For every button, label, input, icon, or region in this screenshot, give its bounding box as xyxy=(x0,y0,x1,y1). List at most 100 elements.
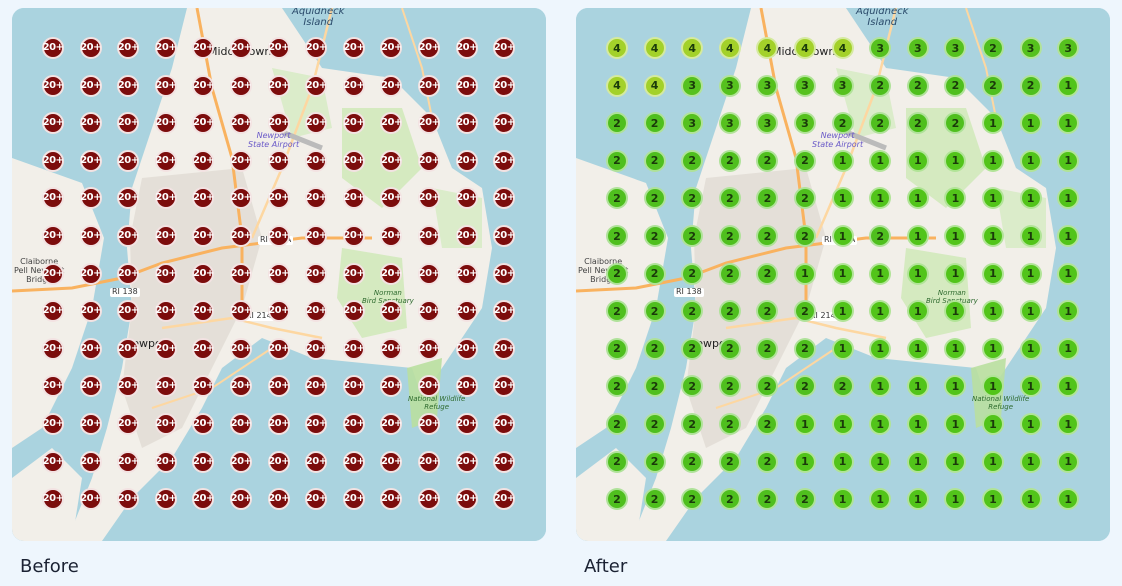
cluster-marker[interactable]: 3 xyxy=(681,74,704,97)
cluster-marker[interactable]: 20+ xyxy=(342,375,365,398)
cluster-marker[interactable]: 20+ xyxy=(267,149,290,172)
cluster-marker[interactable]: 1 xyxy=(1019,300,1042,323)
cluster-marker[interactable]: 2 xyxy=(643,262,666,285)
cluster-marker[interactable]: 20+ xyxy=(380,488,403,511)
cluster-marker[interactable]: 2 xyxy=(756,262,779,285)
cluster-marker[interactable]: 3 xyxy=(906,37,929,59)
cluster-marker[interactable]: 1 xyxy=(906,300,929,323)
cluster-marker[interactable]: 1 xyxy=(906,337,929,360)
cluster-marker[interactable]: 1 xyxy=(869,149,892,172)
cluster-marker[interactable]: 1 xyxy=(869,337,892,360)
cluster-marker[interactable]: 1 xyxy=(1019,262,1042,285)
cluster-marker[interactable]: 20+ xyxy=(192,225,215,247)
cluster-marker[interactable]: 2 xyxy=(606,112,628,135)
cluster-marker[interactable]: 20+ xyxy=(267,74,290,97)
cluster-marker[interactable]: 20+ xyxy=(230,337,252,360)
cluster-marker[interactable]: 20+ xyxy=(493,37,516,59)
cluster-marker[interactable]: 1 xyxy=(869,488,892,511)
cluster-marker[interactable]: 20+ xyxy=(267,300,290,323)
cluster-marker[interactable]: 2 xyxy=(643,375,666,398)
cluster-marker[interactable]: 3 xyxy=(794,74,816,97)
cluster-marker[interactable]: 20+ xyxy=(493,187,516,210)
cluster-marker[interactable]: 1 xyxy=(831,337,854,360)
cluster-marker[interactable]: 2 xyxy=(944,112,967,135)
cluster-marker[interactable]: 1 xyxy=(982,112,1004,135)
cluster-marker[interactable]: 4 xyxy=(681,37,704,59)
cluster-marker[interactable]: 2 xyxy=(643,149,666,172)
cluster-marker[interactable]: 20+ xyxy=(455,74,478,97)
cluster-marker[interactable]: 20+ xyxy=(493,74,516,97)
cluster-marker[interactable]: 1 xyxy=(906,375,929,398)
cluster-marker[interactable]: 20+ xyxy=(42,375,64,398)
cluster-marker[interactable]: 20+ xyxy=(117,225,140,247)
cluster-marker[interactable]: 1 xyxy=(944,450,967,473)
cluster-marker[interactable]: 20+ xyxy=(305,262,328,285)
cluster-marker[interactable]: 1 xyxy=(982,337,1004,360)
cluster-marker[interactable]: 20+ xyxy=(380,37,403,59)
cluster-marker[interactable]: 2 xyxy=(643,413,666,435)
cluster-marker[interactable]: 20+ xyxy=(380,375,403,398)
cluster-marker[interactable]: 3 xyxy=(718,112,741,135)
cluster-marker[interactable]: 2 xyxy=(756,187,779,210)
cluster-marker[interactable]: 20+ xyxy=(455,450,478,473)
cluster-marker[interactable]: 1 xyxy=(906,262,929,285)
cluster-marker[interactable]: 20+ xyxy=(117,74,140,97)
cluster-marker[interactable]: 3 xyxy=(718,74,741,97)
cluster-marker[interactable]: 20+ xyxy=(305,413,328,435)
cluster-marker[interactable]: 2 xyxy=(681,187,704,210)
cluster-marker[interactable]: 2 xyxy=(718,187,741,210)
cluster-marker[interactable]: 1 xyxy=(1057,149,1080,172)
cluster-marker[interactable]: 20+ xyxy=(42,225,64,247)
cluster-marker[interactable]: 20+ xyxy=(267,262,290,285)
cluster-marker[interactable]: 20+ xyxy=(342,112,365,135)
cluster-marker[interactable]: 2 xyxy=(606,337,628,360)
cluster-marker[interactable]: 20+ xyxy=(305,450,328,473)
cluster-marker[interactable]: 2 xyxy=(718,225,741,247)
cluster-marker[interactable]: 1 xyxy=(906,450,929,473)
cluster-marker[interactable]: 20+ xyxy=(380,225,403,247)
cluster-marker[interactable]: 20+ xyxy=(455,337,478,360)
cluster-marker[interactable]: 20+ xyxy=(342,225,365,247)
cluster-marker[interactable]: 20+ xyxy=(154,375,177,398)
cluster-marker[interactable]: 2 xyxy=(794,225,816,247)
cluster-marker[interactable]: 20+ xyxy=(305,187,328,210)
cluster-marker[interactable]: 20+ xyxy=(418,149,440,172)
cluster-marker[interactable]: 20+ xyxy=(493,262,516,285)
cluster-marker[interactable]: 2 xyxy=(718,488,741,511)
cluster-marker[interactable]: 1 xyxy=(906,187,929,210)
cluster-marker[interactable]: 1 xyxy=(944,300,967,323)
cluster-marker[interactable]: 20+ xyxy=(42,112,64,135)
cluster-marker[interactable]: 20+ xyxy=(117,413,140,435)
cluster-marker[interactable]: 2 xyxy=(794,187,816,210)
cluster-marker[interactable]: 20+ xyxy=(267,375,290,398)
cluster-marker[interactable]: 1 xyxy=(831,149,854,172)
cluster-marker[interactable]: 2 xyxy=(681,300,704,323)
cluster-marker[interactable]: 20+ xyxy=(455,375,478,398)
cluster-marker[interactable]: 1 xyxy=(831,413,854,435)
cluster-marker[interactable]: 20+ xyxy=(455,413,478,435)
cluster-marker[interactable]: 1 xyxy=(869,187,892,210)
cluster-marker[interactable]: 20+ xyxy=(192,300,215,323)
cluster-marker[interactable]: 20+ xyxy=(380,300,403,323)
cluster-marker[interactable]: 2 xyxy=(606,149,628,172)
cluster-marker[interactable]: 2 xyxy=(681,450,704,473)
cluster-marker[interactable]: 20+ xyxy=(418,375,440,398)
cluster-marker[interactable]: 2 xyxy=(869,74,892,97)
cluster-marker[interactable]: 20+ xyxy=(342,488,365,511)
cluster-marker[interactable]: 1 xyxy=(869,375,892,398)
cluster-marker[interactable]: 4 xyxy=(606,74,628,97)
cluster-marker[interactable]: 2 xyxy=(606,187,628,210)
cluster-marker[interactable]: 20+ xyxy=(380,74,403,97)
cluster-marker[interactable]: 20+ xyxy=(230,74,252,97)
cluster-marker[interactable]: 1 xyxy=(1057,337,1080,360)
cluster-marker[interactable]: 2 xyxy=(756,488,779,511)
cluster-marker[interactable]: 20+ xyxy=(79,37,102,59)
cluster-marker[interactable]: 2 xyxy=(643,450,666,473)
cluster-marker[interactable]: 1 xyxy=(944,187,967,210)
cluster-marker[interactable]: 20+ xyxy=(79,225,102,247)
cluster-marker[interactable]: 2 xyxy=(906,74,929,97)
cluster-marker[interactable]: 20+ xyxy=(79,488,102,511)
cluster-marker[interactable]: 20+ xyxy=(42,450,64,473)
cluster-marker[interactable]: 20+ xyxy=(117,375,140,398)
cluster-marker[interactable]: 20+ xyxy=(267,450,290,473)
